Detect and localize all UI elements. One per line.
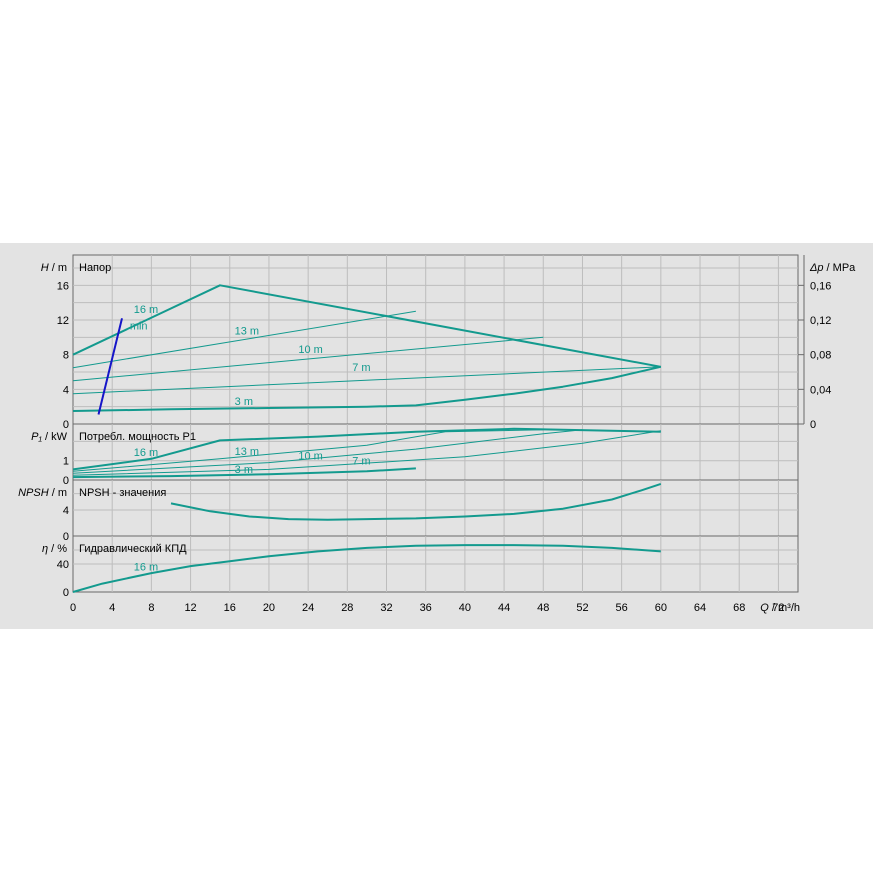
x-tick: 20	[263, 602, 275, 614]
x-axis-label: Q / m³/h	[760, 602, 800, 614]
y-axis-label-power: P₁ / kW	[31, 431, 67, 443]
curve-head-13m	[72, 310, 416, 369]
x-tick: 32	[380, 602, 392, 614]
y-axis-label-efficiency: η / %	[42, 543, 67, 555]
y-tick-head: 0	[63, 419, 69, 431]
panel-title-head: Напор	[79, 262, 111, 274]
curve-limit-min	[97, 318, 123, 415]
right-axis-tick: 0,16	[810, 280, 831, 292]
right-axis-tick: 0,04	[810, 384, 831, 396]
curve-label-power: 7 m	[352, 456, 370, 468]
curve-head-10m	[72, 336, 544, 382]
x-tick: 16	[224, 602, 236, 614]
y-tick-head: 16	[57, 280, 69, 292]
x-tick: 8	[148, 602, 154, 614]
curve-label-power: 3 m	[235, 464, 253, 476]
y-tick-efficiency: 40	[57, 559, 69, 571]
curve-label-head: 3 m	[235, 396, 253, 408]
y-tick-npsh: 4	[63, 505, 69, 517]
curve-label-head: 13 m	[235, 326, 259, 338]
curve-label-power: 16 m	[134, 447, 158, 459]
curve-label-power: 13 m	[235, 446, 259, 458]
right-axis-tick: 0,12	[810, 315, 831, 327]
y-tick-npsh: 0	[63, 531, 69, 543]
x-tick: 52	[576, 602, 588, 614]
curve-power-13m	[72, 429, 544, 472]
x-tick: 0	[70, 602, 76, 614]
curve-power-10m	[72, 429, 583, 474]
right-axis-tick: 0	[810, 419, 816, 431]
x-tick: 48	[537, 602, 549, 614]
y-tick-head: 4	[63, 384, 69, 396]
curve-head-7m	[72, 366, 661, 395]
x-tick: 68	[733, 602, 745, 614]
plot-frame-npsh	[72, 479, 799, 537]
x-tick: 60	[655, 602, 667, 614]
x-tick: 72	[772, 602, 784, 614]
curve-head-3m	[72, 365, 662, 412]
y-axis-label-npsh: NPSH / m	[18, 487, 67, 499]
x-tick: 12	[184, 602, 196, 614]
curve-npsh-NPSH	[170, 482, 662, 521]
curve-power-7m	[72, 430, 661, 476]
plot-frame-head	[72, 254, 799, 425]
x-tick: 44	[498, 602, 510, 614]
panel-title-power: Потребл. мощность P1	[79, 431, 196, 443]
curve-label-efficiency: 16 m	[134, 561, 158, 573]
curve-label-head: 10 m	[298, 344, 322, 356]
x-tick: 28	[341, 602, 353, 614]
x-tick: 24	[302, 602, 314, 614]
y-tick-power: 0	[63, 475, 69, 487]
panel-title-npsh: NPSH - значения	[79, 487, 166, 499]
curve-label-head: 7 m	[352, 362, 370, 374]
panel-title-efficiency: Гидравлический КПД	[79, 543, 187, 555]
y-tick-head: 8	[63, 350, 69, 362]
y-axis-label-head: H / m	[41, 262, 67, 274]
y-tick-efficiency: 0	[63, 587, 69, 599]
x-tick: 56	[616, 602, 628, 614]
curve-power-16m	[72, 427, 661, 471]
curve-efficiency-16m	[72, 544, 661, 593]
right-axis-label: Δp / MPa	[809, 262, 856, 274]
x-tick: 36	[420, 602, 432, 614]
curve-label-head: 16 m	[134, 304, 158, 316]
x-tick: 40	[459, 602, 471, 614]
y-tick-power: 1	[63, 456, 69, 468]
curve-label-head: min	[130, 321, 148, 333]
y-tick-head: 12	[57, 315, 69, 327]
curve-power-3m	[72, 467, 416, 479]
curve-label-power: 10 m	[298, 451, 322, 463]
x-tick: 64	[694, 602, 706, 614]
right-axis-tick: 0,08	[810, 350, 831, 362]
x-tick: 4	[109, 602, 115, 614]
